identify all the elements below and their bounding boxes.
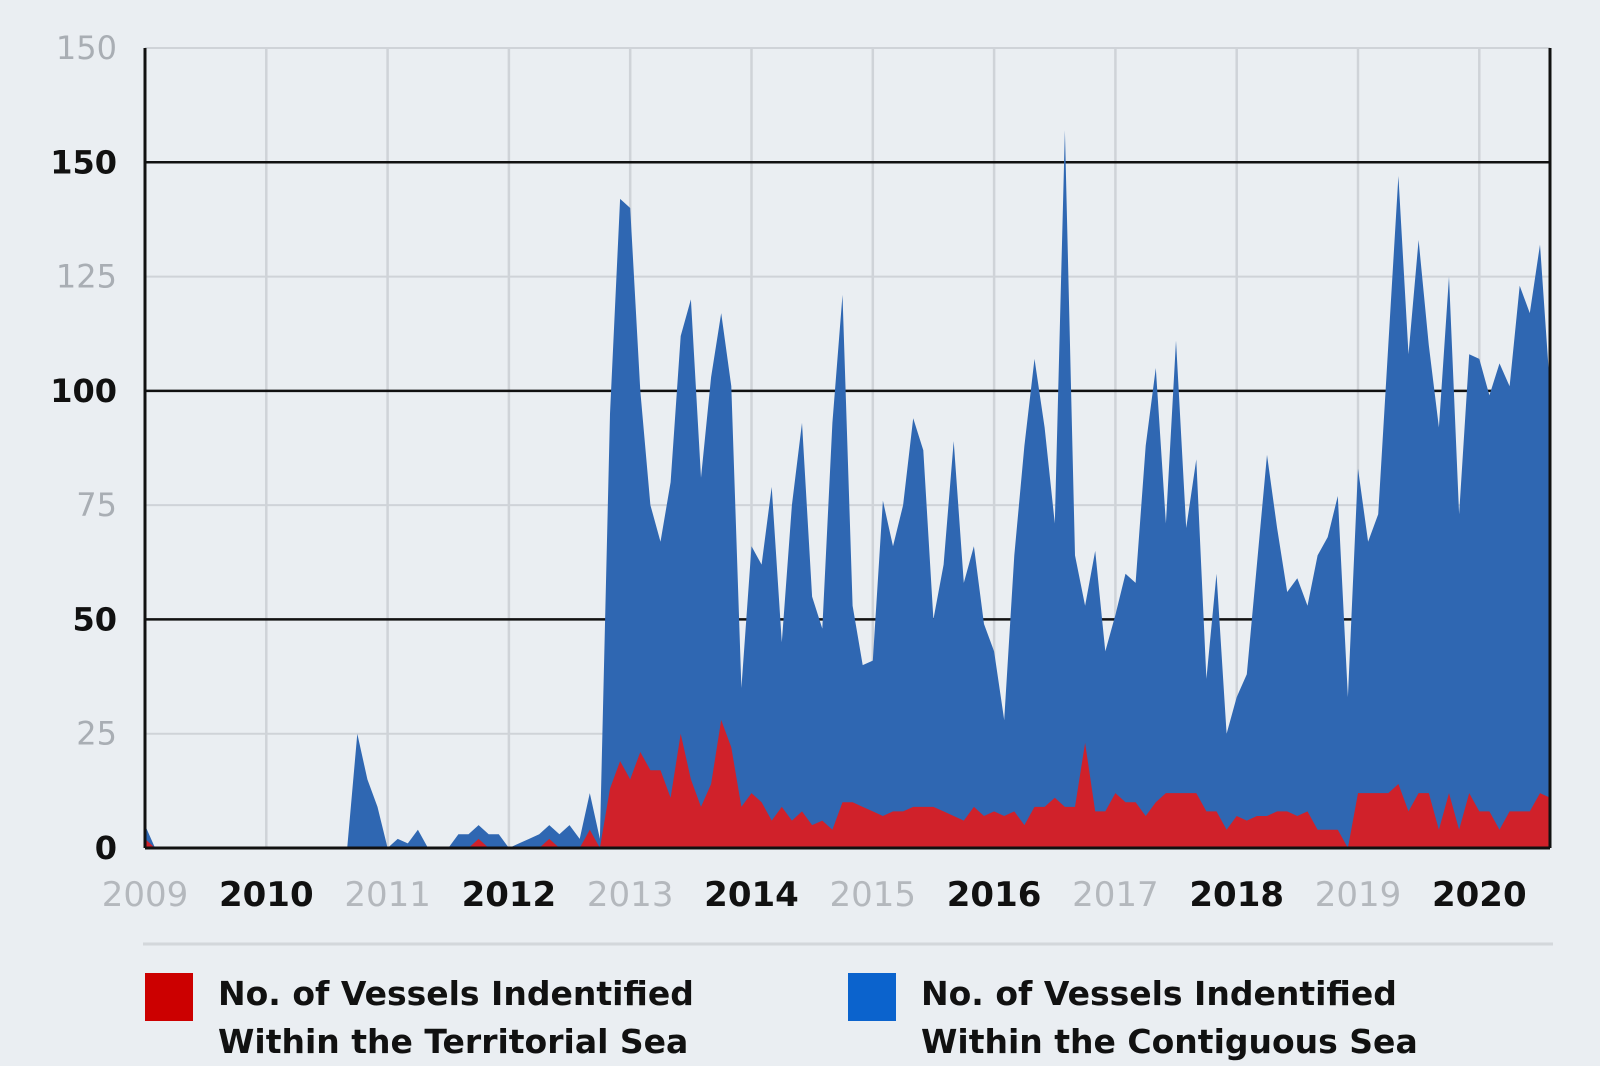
y-tick-label: 25	[76, 715, 117, 753]
legend-label-contiguous-line2: Within the Contiguous Sea	[921, 1022, 1418, 1061]
x-tick-label: 2010	[219, 875, 314, 915]
x-tick-label: 2016	[947, 875, 1042, 915]
y-axis-tick-labels: 0 25 50 75 100 125 150 150	[50, 29, 117, 867]
x-tick-label: 2015	[830, 875, 917, 915]
x-axis-tick-labels: 2009 2010 2011 2012 2013 2014 2015 2016 2017 2018…	[102, 875, 1527, 915]
legend-item-territorial: No. of Vessels Indentified Within the Te…	[145, 970, 778, 1066]
y-tick-label: 75	[76, 486, 117, 524]
y-tick-label: 125	[56, 258, 117, 296]
legend-label-territorial-line1: No. of Vessels Indentified	[218, 974, 694, 1013]
y-tick-label: 0	[95, 829, 117, 867]
x-tick-label: 2017	[1072, 875, 1159, 915]
x-tick-label: 2014	[704, 875, 799, 915]
plot-areas	[145, 130, 1551, 849]
x-tick-label: 2019	[1315, 875, 1402, 915]
x-tick-label: 2011	[344, 875, 431, 915]
axes	[143, 48, 1552, 850]
y-tick-label: 150	[50, 143, 117, 181]
area-territorial-sea	[145, 720, 1551, 848]
x-tick-label: 2012	[462, 875, 557, 915]
x-tick-label: 2013	[587, 875, 674, 915]
y-tick-label: 50	[72, 600, 117, 638]
legend-label-contiguous: No. of Vessels Indentified Within the Co…	[921, 970, 1481, 1066]
area-contiguous-sea	[145, 130, 1551, 849]
legend-label-contiguous-line1: No. of Vessels Indentified	[921, 974, 1397, 1013]
legend-item-contiguous: No. of Vessels Indentified Within the Co…	[848, 970, 1481, 1066]
x-tick-label: 2009	[102, 875, 189, 915]
y-tick-label: 150	[56, 29, 117, 67]
legend-label-territorial: No. of Vessels Indentified Within the Te…	[218, 970, 778, 1066]
x-tick-label: 2020	[1432, 875, 1527, 915]
x-tick-label: 2018	[1189, 875, 1284, 915]
legend-label-territorial-line2: Within the Territorial Sea	[218, 1022, 689, 1061]
legend-swatch-contiguous	[848, 973, 896, 1021]
legend-swatch-territorial	[145, 973, 193, 1021]
y-tick-label: 100	[50, 372, 117, 410]
